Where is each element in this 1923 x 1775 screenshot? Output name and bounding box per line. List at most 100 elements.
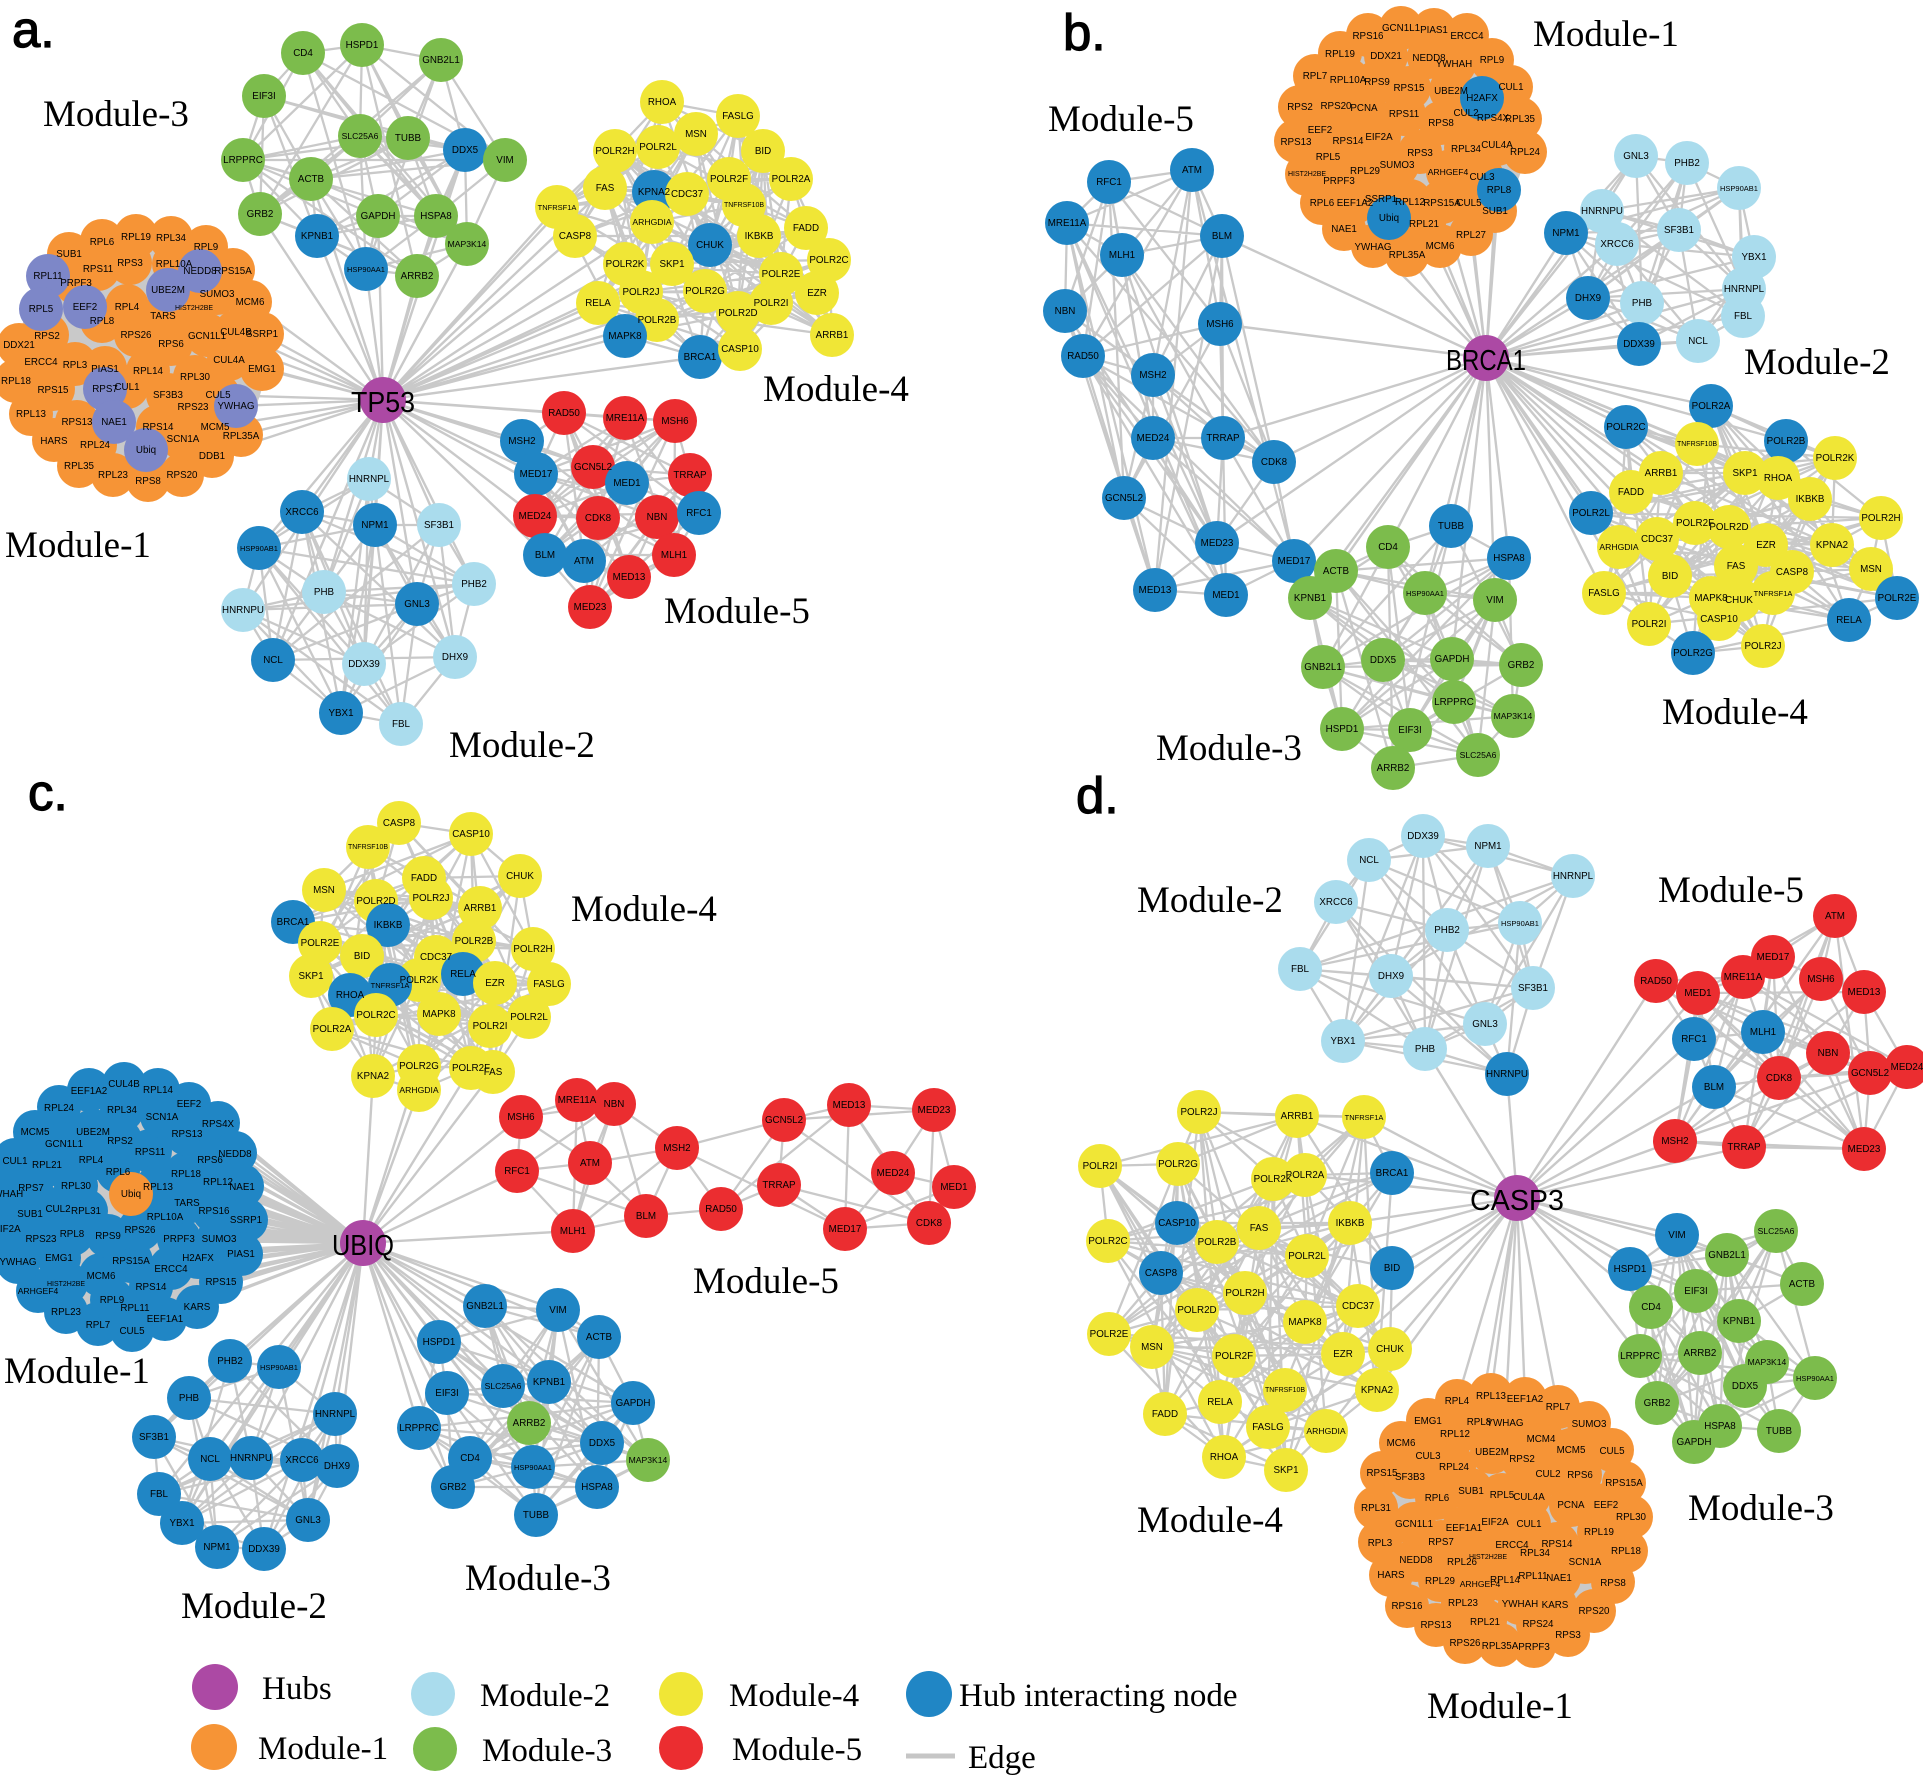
svg-text:RPL19: RPL19: [121, 232, 151, 243]
svg-text:CASP8: CASP8: [383, 818, 416, 829]
svg-text:RPS24: RPS24: [1522, 1619, 1554, 1630]
svg-text:Module-5: Module-5: [664, 591, 810, 632]
svg-text:POLR2F: POLR2F: [1676, 518, 1714, 529]
svg-text:POLR2B: POLR2B: [1198, 1237, 1237, 1248]
svg-text:GNB2L1: GNB2L1: [466, 1301, 504, 1312]
svg-text:GNL3: GNL3: [404, 599, 430, 610]
svg-text:BID: BID: [755, 146, 771, 157]
svg-text:RPL8: RPL8: [90, 316, 115, 327]
svg-text:CUL4A: CUL4A: [213, 355, 245, 366]
svg-text:RPL13: RPL13: [143, 1182, 174, 1193]
svg-text:Module-2: Module-2: [181, 1586, 327, 1627]
svg-text:RPL11: RPL11: [120, 1303, 149, 1314]
svg-text:GAPDH: GAPDH: [1677, 1437, 1712, 1448]
svg-text:RPL7: RPL7: [1546, 1402, 1571, 1413]
svg-text:PHB: PHB: [1632, 298, 1653, 309]
svg-text:RPL23: RPL23: [98, 470, 129, 481]
svg-text:SUB1: SUB1: [56, 249, 82, 260]
svg-text:KPNB1: KPNB1: [1294, 593, 1326, 604]
svg-text:c.: c.: [28, 764, 68, 821]
svg-text:RPL29: RPL29: [1425, 1576, 1455, 1587]
svg-text:FASLG: FASLG: [1588, 588, 1620, 599]
svg-text:FADD: FADD: [1618, 487, 1644, 498]
svg-text:PHB2: PHB2: [461, 579, 487, 590]
svg-text:HSP90AA1: HSP90AA1: [1796, 1374, 1834, 1383]
svg-text:CDC37: CDC37: [420, 952, 452, 963]
svg-text:EIF2A: EIF2A: [1481, 1517, 1509, 1528]
svg-text:HARS: HARS: [1377, 1570, 1405, 1581]
svg-text:RPL12: RPL12: [1440, 1429, 1470, 1440]
svg-text:SLC25A6: SLC25A6: [342, 131, 379, 141]
svg-text:RHOA: RHOA: [1210, 1452, 1239, 1463]
svg-text:RPS6: RPS6: [158, 339, 184, 350]
svg-text:PHB: PHB: [1415, 1044, 1436, 1055]
svg-text:UBE2M: UBE2M: [76, 1127, 110, 1138]
svg-text:RPS20: RPS20: [1578, 1606, 1610, 1617]
svg-text:MED1: MED1: [613, 478, 640, 489]
svg-text:MRE11A: MRE11A: [558, 1095, 597, 1106]
svg-text:TNFRSF1A: TNFRSF1A: [538, 203, 577, 212]
svg-text:HSP90AB1: HSP90AB1: [1501, 919, 1539, 928]
svg-text:RPS20: RPS20: [166, 470, 198, 481]
svg-text:RPL3: RPL3: [63, 360, 88, 371]
svg-text:HARS: HARS: [40, 436, 68, 447]
svg-text:RPS4X: RPS4X: [1477, 113, 1510, 124]
svg-text:MAP3K14: MAP3K14: [448, 239, 487, 249]
svg-text:FBL: FBL: [392, 719, 411, 730]
svg-text:POLR2E: POLR2E: [1090, 1329, 1129, 1340]
svg-text:RPL34: RPL34: [1451, 144, 1482, 155]
svg-text:LRPPRC: LRPPRC: [1620, 1351, 1660, 1362]
svg-text:ARRB2: ARRB2: [513, 1418, 546, 1429]
svg-text:POLR2I: POLR2I: [754, 298, 789, 309]
svg-text:TNFRSF10B: TNFRSF10B: [348, 844, 388, 851]
svg-text:DDX21: DDX21: [3, 340, 35, 351]
svg-text:CUL5: CUL5: [1599, 1446, 1625, 1457]
svg-text:BLM: BLM: [1212, 231, 1232, 242]
svg-text:HNRNPL: HNRNPL: [315, 1409, 356, 1420]
svg-text:SSRP1: SSRP1: [1365, 194, 1397, 205]
svg-text:CUL4B: CUL4B: [108, 1079, 140, 1090]
svg-text:RPL21: RPL21: [1409, 219, 1439, 230]
svg-text:MRE11A: MRE11A: [606, 413, 645, 424]
svg-text:SSRP1: SSRP1: [246, 329, 278, 340]
svg-text:RPS15A: RPS15A: [214, 266, 252, 277]
svg-text:CASP10: CASP10: [452, 829, 490, 840]
svg-text:SLC25A6: SLC25A6: [1758, 1226, 1795, 1236]
svg-text:POLR2D: POLR2D: [1709, 522, 1748, 533]
svg-text:MED23: MED23: [574, 602, 607, 613]
svg-text:POLR2C: POLR2C: [356, 1010, 395, 1021]
svg-text:MCM6: MCM6: [1426, 241, 1455, 252]
svg-text:CUL2: CUL2: [45, 1204, 70, 1215]
svg-text:RPL35: RPL35: [64, 461, 95, 472]
svg-text:TRRAP: TRRAP: [673, 470, 707, 481]
svg-text:HSPA8: HSPA8: [581, 1482, 613, 1493]
svg-text:RPL24: RPL24: [1439, 1462, 1470, 1473]
svg-text:HNRNPU: HNRNPU: [1486, 1069, 1528, 1080]
svg-text:BLM: BLM: [1704, 1082, 1724, 1093]
svg-text:HNRNPL: HNRNPL: [349, 474, 390, 485]
svg-text:HSPD1: HSPD1: [1614, 1264, 1647, 1275]
svg-text:RPL31: RPL31: [1361, 1503, 1391, 1514]
svg-text:GRB2: GRB2: [247, 209, 274, 220]
svg-text:POLR2L: POLR2L: [1288, 1251, 1326, 1262]
svg-text:MCM6: MCM6: [236, 297, 265, 308]
svg-text:PHB: PHB: [314, 587, 335, 598]
svg-text:DDX5: DDX5: [452, 145, 479, 156]
svg-text:RPS13: RPS13: [171, 1129, 203, 1140]
svg-text:CUL4A: CUL4A: [1481, 140, 1513, 151]
svg-text:CD4: CD4: [293, 48, 313, 59]
svg-text:RPS15A: RPS15A: [1605, 1478, 1643, 1489]
svg-text:RPS20: RPS20: [1320, 101, 1352, 112]
svg-text:CD4: CD4: [1378, 542, 1398, 553]
svg-text:RAD50: RAD50: [1640, 976, 1672, 987]
svg-text:GCN1L1: GCN1L1: [45, 1139, 83, 1150]
svg-text:POLR2E: POLR2E: [762, 269, 801, 280]
svg-text:RPL9: RPL9: [1480, 55, 1505, 66]
svg-text:CHUK: CHUK: [506, 871, 534, 882]
svg-text:FAS: FAS: [484, 1067, 503, 1078]
svg-text:RPL19: RPL19: [1325, 49, 1355, 60]
svg-text:ARRB2: ARRB2: [1377, 763, 1410, 774]
svg-text:EEF2: EEF2: [1594, 1500, 1619, 1511]
svg-text:ARRB2: ARRB2: [401, 271, 434, 282]
svg-text:RPS3: RPS3: [1407, 148, 1433, 159]
